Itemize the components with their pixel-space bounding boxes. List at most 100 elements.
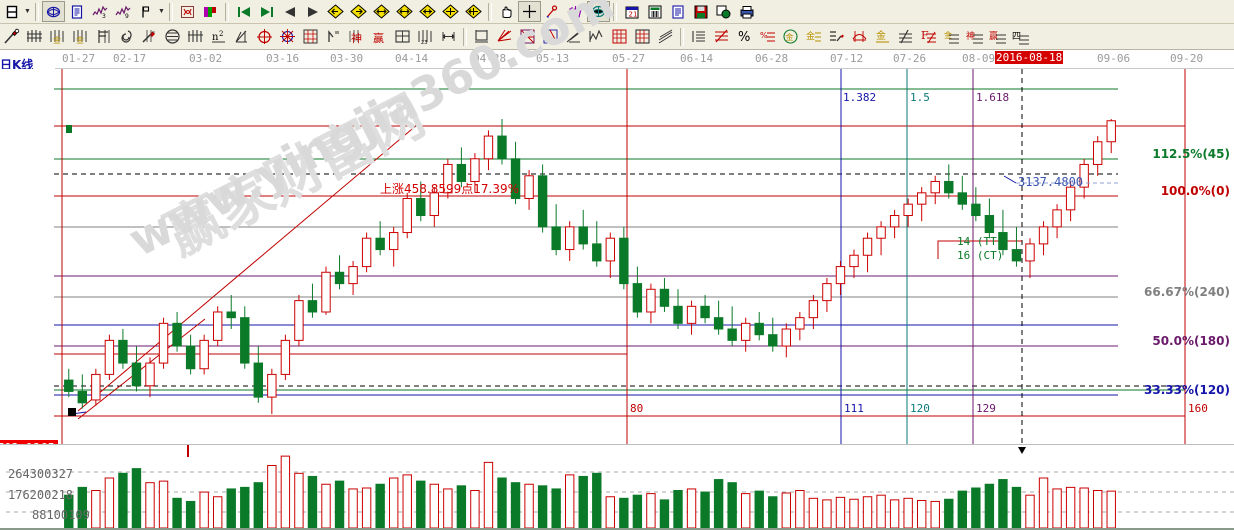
ladder-button[interactable] <box>687 26 710 47</box>
cn-slash-1-button[interactable]: 神 <box>963 26 986 47</box>
floppy-save-button[interactable] <box>689 1 712 22</box>
fib-label-15: 1.5 <box>910 91 930 104</box>
marker-pen-button[interactable] <box>138 26 161 47</box>
notes-button[interactable] <box>666 1 689 22</box>
comb-lines-button[interactable] <box>184 26 207 47</box>
svg-text:2: 2 <box>219 30 223 38</box>
skip-first-button[interactable] <box>232 1 255 22</box>
calendar-button[interactable]: 21 <box>620 1 643 22</box>
percent-cross-button[interactable] <box>710 26 733 47</box>
diamond-left-button[interactable] <box>324 1 347 22</box>
arch-lines-button[interactable] <box>848 26 871 47</box>
diamond-expand-button[interactable] <box>393 1 416 22</box>
skip-last-button[interactable] <box>255 1 278 22</box>
gold-slash-button[interactable]: 金 <box>940 26 963 47</box>
gold-circle-button[interactable]: 金 <box>779 26 802 47</box>
level-label-112: 112.5%(45) <box>1152 147 1230 161</box>
gold-ladder-button[interactable]: 金 <box>802 26 825 47</box>
cn-slash-2-button[interactable]: 赢 <box>986 26 1009 47</box>
printer-button[interactable] <box>735 1 758 22</box>
gann-box-button[interactable] <box>516 26 539 47</box>
calculator-button[interactable] <box>643 1 666 22</box>
date-label: 05-13 <box>536 52 570 65</box>
flag-marker-button[interactable] <box>134 1 157 22</box>
angle-lines-button[interactable] <box>230 26 253 47</box>
four-slash-button[interactable]: 四 <box>1009 26 1032 47</box>
trend-line-button[interactable] <box>562 26 585 47</box>
gold-line-button[interactable]: 金 <box>871 26 894 47</box>
svg-text:%: % <box>738 30 750 45</box>
shen-char-button[interactable]: 神 <box>345 26 368 47</box>
date-label: 03-16 <box>266 52 300 65</box>
pointer-draw-button[interactable] <box>541 1 564 22</box>
report-doc-button[interactable] <box>65 1 88 22</box>
period-dropdown-caret[interactable]: ▼ <box>24 8 31 15</box>
crosshair-button[interactable] <box>518 1 541 22</box>
box-chart-button[interactable] <box>391 26 414 47</box>
ying-char-button[interactable]: 赢 <box>368 26 391 47</box>
fib-fan-button[interactable] <box>92 26 115 47</box>
date-axis: 01-27 02-17 03-02 03-16 03-30 04-14 04-2… <box>0 51 1234 69</box>
target-star-button[interactable] <box>276 26 299 47</box>
period-day-button[interactable] <box>0 1 23 22</box>
date-label: 05-27 <box>612 52 646 65</box>
parallel-channel-button[interactable] <box>654 26 677 47</box>
svg-text:四: 四 <box>1012 32 1021 42</box>
gold-scale-1-button[interactable]: 金 <box>46 26 69 47</box>
date-label: 08-09 <box>962 52 996 65</box>
scroll-left-button[interactable] <box>278 1 301 22</box>
ruler-23-button[interactable]: 23 <box>414 26 437 47</box>
percent-ladder-button[interactable]: % <box>756 26 779 47</box>
fan-lines-button[interactable] <box>493 26 516 47</box>
scroll-right-button[interactable] <box>301 1 324 22</box>
diamond-extra-button[interactable] <box>462 1 485 22</box>
hand-pan-button[interactable] <box>495 1 518 22</box>
diamond-right-button[interactable] <box>347 1 370 22</box>
diamond-contract-button[interactable] <box>416 1 439 22</box>
diamond-fit-button[interactable] <box>439 1 462 22</box>
grid-box-button[interactable] <box>299 26 322 47</box>
grid-red-button[interactable] <box>608 26 631 47</box>
circle-cycle-button[interactable] <box>161 26 184 47</box>
level-label-6667: 66.67%(240) <box>1144 285 1230 299</box>
flag-dropdown-caret[interactable]: ▼ <box>158 8 165 15</box>
volume-pane[interactable]: 264300327 176200218 88100109 <box>0 444 1234 530</box>
grid-dark-button[interactable] <box>631 26 654 47</box>
pen-red-button[interactable] <box>0 26 23 47</box>
svg-text:金: 金 <box>53 35 61 45</box>
spiral-button[interactable] <box>115 26 138 47</box>
brain-analysis-button[interactable] <box>587 1 610 22</box>
multi-chart-9-button[interactable]: 9 <box>111 1 134 22</box>
date-label: 06-14 <box>680 52 714 65</box>
h-measure-button[interactable] <box>437 26 460 47</box>
fan-spread-button[interactable] <box>539 26 562 47</box>
fib-label-1382: 1.382 <box>843 91 877 104</box>
slash-lines-1-button[interactable] <box>894 26 917 47</box>
globe-copy-button[interactable] <box>712 1 735 22</box>
color-bars-button[interactable] <box>199 1 222 22</box>
svg-text:金: 金 <box>876 29 886 42</box>
volume-label-mid: 176200218 <box>8 488 74 502</box>
price-chart-pane[interactable]: 赢家财富网 www.yingjia360.com QQ:100800360 上涨… <box>0 0 1234 507</box>
percent-button[interactable]: % <box>733 26 756 47</box>
wave-mark-button[interactable] <box>322 26 345 47</box>
diamond-hsplit-button[interactable] <box>370 1 393 22</box>
pattern-draw-button[interactable] <box>176 1 199 22</box>
zigzag-button[interactable] <box>585 26 608 47</box>
multi-chart-3-button[interactable]: 3 <box>88 1 111 22</box>
f-lines-button[interactable]: F <box>917 26 940 47</box>
cycle-label-tt: 14 (TT) <box>957 235 1004 248</box>
rect-frame-button[interactable] <box>470 26 493 47</box>
shape-tool-button[interactable] <box>564 1 587 22</box>
ink-pen-button[interactable] <box>825 26 848 47</box>
svg-text:赢: 赢 <box>989 30 998 42</box>
gann-grid-button[interactable] <box>23 26 46 47</box>
overlay-net-button[interactable] <box>42 1 65 22</box>
gold-scale-2-button[interactable]: 金 <box>69 26 92 47</box>
svg-text:金: 金 <box>944 30 952 40</box>
count-label-111: 111 <box>844 402 864 415</box>
selected-date-badge[interactable]: 2016-08-18 <box>995 51 1064 64</box>
target-cross-button[interactable] <box>253 26 276 47</box>
svg-text:神: 神 <box>351 31 362 45</box>
